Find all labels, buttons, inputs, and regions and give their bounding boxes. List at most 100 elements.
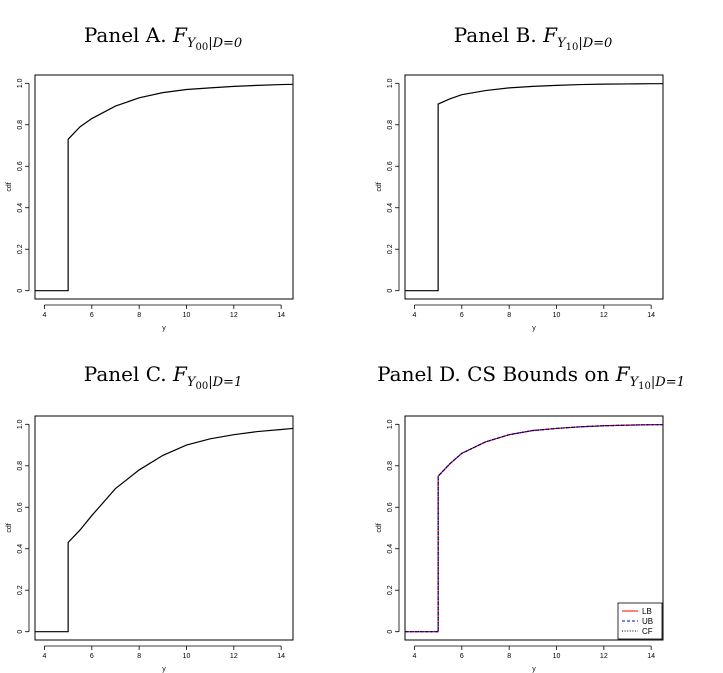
y-tick-label: 0.2	[17, 244, 24, 254]
y-tick-label: 0.4	[387, 203, 394, 213]
y-tick-label: 0.4	[387, 544, 394, 554]
plot-frame	[404, 415, 664, 641]
legend-box	[617, 602, 663, 640]
y-tick-label: 0.6	[17, 161, 24, 171]
series-line-ub	[405, 424, 663, 633]
series-line-lb	[405, 424, 663, 633]
x-tick-label: 12	[230, 653, 238, 660]
legend-label-lb: LB	[642, 607, 652, 616]
plot-frame	[34, 415, 294, 641]
y-tick-label: 1.0	[387, 419, 394, 429]
y-tick-label: 0.6	[387, 502, 394, 512]
panel-title-math: F	[172, 362, 188, 386]
y-tick-label: 0.6	[17, 502, 24, 512]
y-axis-label: cdf	[6, 182, 13, 191]
y-tick-label: 0	[17, 289, 24, 293]
x-tick-label: 6	[460, 312, 464, 319]
panel-1: Panel B. FY10|D=04 6 8 10 12 14y00.20.40.60.8…	[376, 23, 664, 332]
y-axis-label: cdf	[376, 523, 383, 532]
y-tick-label: 0	[17, 630, 24, 634]
y-tick-label: 0	[387, 630, 394, 634]
x-tick-label: 4	[43, 312, 47, 319]
y-tick-label: 0.4	[17, 203, 24, 213]
y-tick-label: 0.2	[17, 585, 24, 595]
y-tick-label: 0.2	[387, 585, 394, 595]
panel-3: Panel D. CS Bounds on FY10|D=14 6 8 10 12 14y…	[376, 362, 685, 673]
x-tick-label: 14	[647, 312, 655, 319]
panel-0: Panel A. FY00|D=0 4 6 8 10 12 14 y 0 0.2 0.4 0.6 0.8…	[6, 23, 294, 332]
series-line-0	[35, 83, 293, 292]
x-tick-label: 8	[507, 653, 511, 660]
x-tick-label: 12	[230, 312, 238, 319]
panel-title-prefix: Panel D. CS Bounds on	[377, 362, 616, 386]
x-tick-label: 14	[647, 653, 655, 660]
x-tick-label: 10	[183, 312, 191, 319]
y-tick-label: 1.0	[387, 78, 394, 88]
y-axis-label: cdf	[6, 523, 13, 532]
y-tick-label: 0	[387, 289, 394, 293]
x-tick-label: 6	[90, 312, 94, 319]
y-tick-label: 0.8	[17, 120, 24, 130]
x-tick-label: 6	[460, 653, 464, 660]
legend-label-cf: CF	[642, 627, 653, 636]
panel-title-cond: |D=1	[208, 375, 242, 390]
panel-title-sub: Y	[187, 36, 197, 51]
legend-label-ub: UB	[642, 617, 653, 626]
panel-title: Panel A. FY00|D=0	[84, 23, 242, 53]
y-tick-label: 0.8	[17, 461, 24, 471]
panel-title-sub: Y	[187, 375, 197, 390]
x-tick-label: 14	[277, 312, 285, 319]
x-tick-label: 4	[413, 312, 417, 319]
y-tick-label: 0.4	[17, 544, 24, 554]
y-tick-label: 0.6	[387, 161, 394, 171]
y-tick-label: 0.8	[387, 461, 394, 471]
panel-title-subsub: 00	[195, 42, 208, 53]
y-tick-label: 1.0	[17, 78, 24, 88]
panel-title-cond: |D=0	[578, 36, 612, 51]
x-tick-label: 6	[90, 653, 94, 660]
panel-title-subsub: 10	[638, 381, 651, 392]
x-tick-label: 4	[413, 653, 417, 660]
panel-title-cond: |D=0	[208, 36, 242, 51]
x-tick-label: 10	[183, 653, 191, 660]
panel-title-sub: Y	[557, 36, 567, 51]
x-tick-label: 8	[507, 312, 511, 319]
x-tick-label: 8	[137, 653, 141, 660]
x-tick-label: 10	[553, 653, 561, 660]
panel-title-prefix: Panel A.	[84, 23, 173, 47]
x-tick-label: 14	[277, 653, 285, 660]
panel-title: Panel D. CS Bounds on FY10|D=1	[377, 362, 685, 392]
series-line-0	[35, 427, 293, 633]
panel-title: Panel C. FY00|D=1	[84, 362, 242, 392]
x-axis-label: y	[162, 325, 166, 332]
panel-title: Panel B. FY10|D=0	[454, 23, 613, 53]
panel-title-subsub: 00	[196, 381, 209, 392]
plot-frame	[34, 74, 294, 300]
y-tick-label: 0.2	[387, 244, 394, 254]
panel-title-math: F	[542, 23, 558, 47]
x-tick-label: 10	[553, 312, 561, 319]
panel-title-math: F	[172, 23, 188, 47]
x-axis-label: y	[162, 666, 166, 673]
x-tick-label: 12	[600, 312, 608, 319]
y-axis-label: cdf	[376, 182, 383, 191]
panel-title-subsub: 10	[566, 42, 579, 53]
x-tick-label: 12	[600, 653, 608, 660]
x-axis-label: y	[532, 666, 536, 673]
plot-frame	[404, 74, 664, 300]
panel-title-math: F	[615, 362, 631, 386]
y-tick-label: 0.8	[387, 120, 394, 130]
panel-title-prefix: Panel C.	[84, 362, 173, 386]
y-tick-label: 1.0	[17, 419, 24, 429]
panel-title-prefix: Panel B.	[454, 23, 543, 47]
x-axis-label: y	[532, 325, 536, 332]
panel-2: Panel C. FY00|D=1 4 6 8 10 12 14 y 0 0.2 0.4 0.6 0.8…	[6, 362, 294, 673]
panel-title-cond: |D=1	[651, 375, 685, 390]
series-line-cf	[405, 424, 663, 633]
x-tick-label: 8	[137, 312, 141, 319]
series-line-0	[405, 83, 663, 292]
panel-title-sub: Y	[630, 375, 640, 390]
x-tick-label: 4	[43, 653, 47, 660]
